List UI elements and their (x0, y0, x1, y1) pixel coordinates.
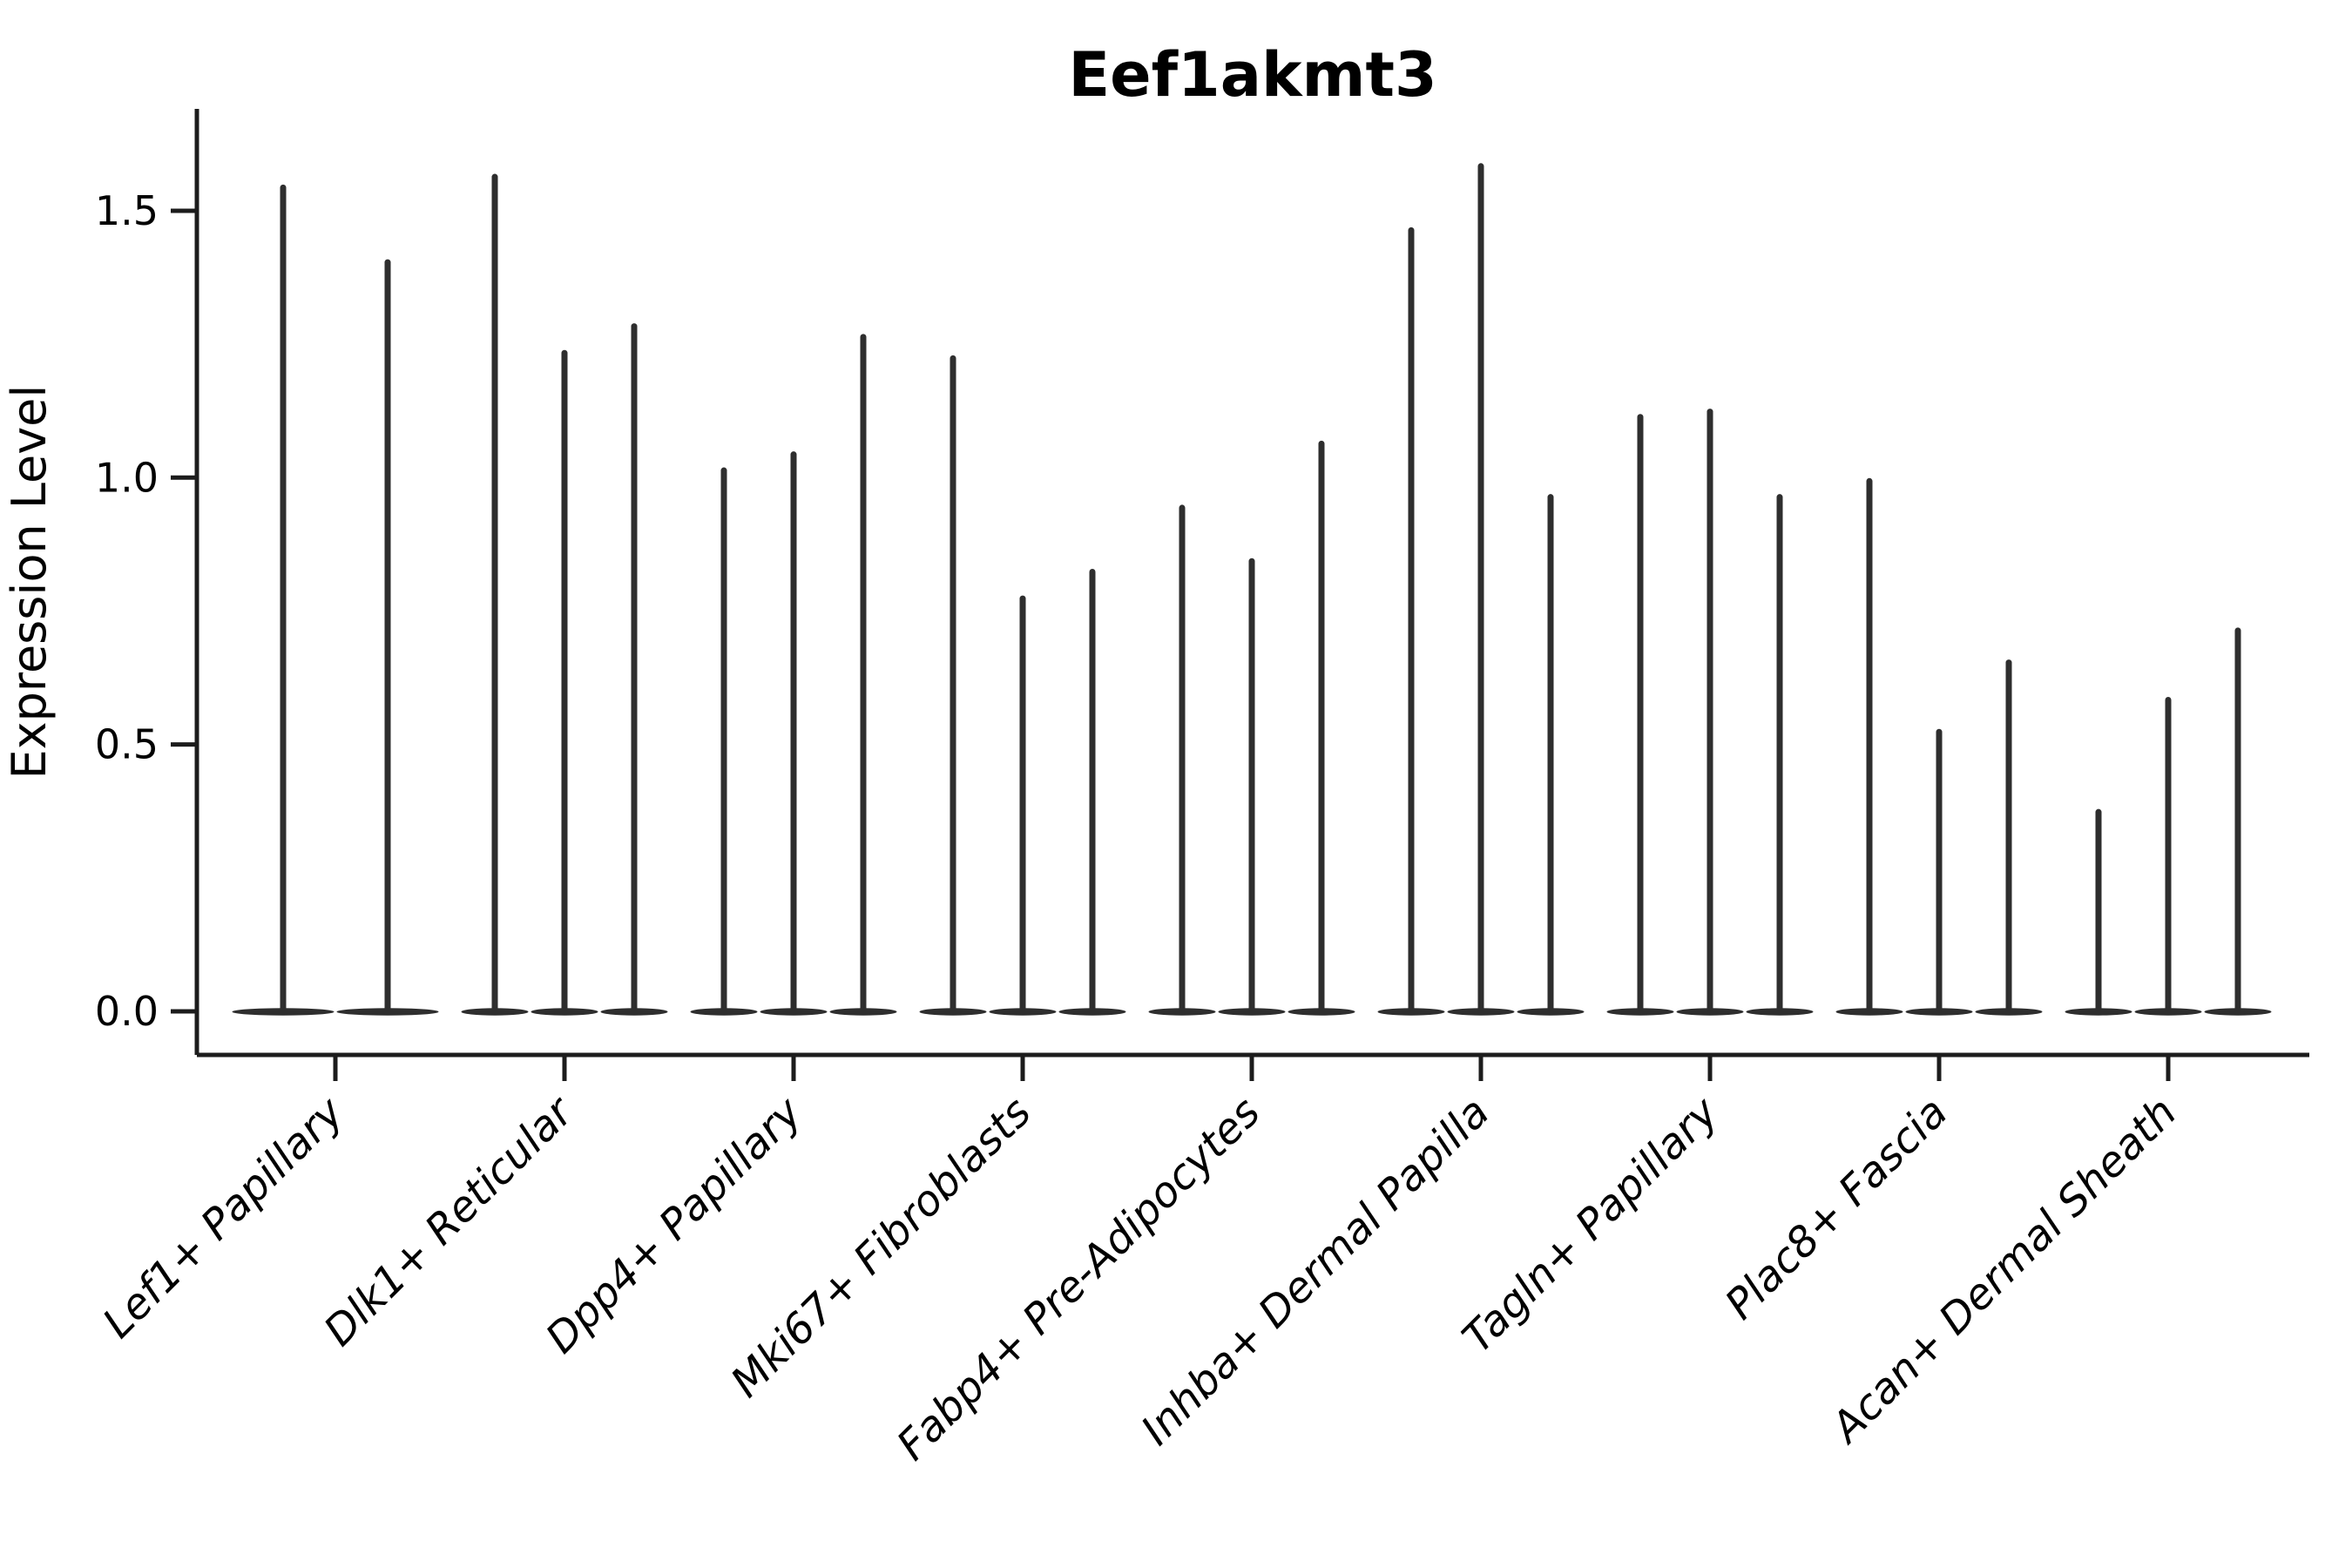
violin-group (690, 334, 897, 1016)
violin-group (232, 184, 439, 1016)
violin-group (1835, 477, 2043, 1016)
violin (1835, 477, 1903, 1016)
violin (1517, 494, 1585, 1016)
y-tick-label: 1.5 (95, 187, 159, 234)
violin (1676, 409, 1744, 1016)
violin (1447, 163, 1515, 1016)
y-axis-label: Expression Level (2, 385, 57, 780)
violin (461, 173, 529, 1016)
violin-group (1377, 163, 1585, 1016)
violin (336, 259, 439, 1016)
violin (919, 355, 987, 1016)
violin (600, 323, 668, 1016)
violin-group (1606, 409, 1814, 1016)
y-tick-label: 0.0 (95, 988, 159, 1035)
x-tick-label: Tagln+ Papillary (1453, 1087, 1728, 1362)
violin-group (919, 355, 1126, 1016)
violin (1746, 494, 1814, 1016)
violin (1975, 659, 2043, 1016)
violin (1218, 558, 1286, 1016)
violin (829, 334, 897, 1016)
violin (1148, 504, 1216, 1016)
violin (690, 467, 758, 1016)
violin (1058, 568, 1126, 1016)
violin-group (2065, 627, 2272, 1016)
violin (2204, 627, 2272, 1016)
violin (1288, 440, 1355, 1016)
x-tick-label: Dlk1+ Reticular (314, 1086, 585, 1356)
y-tick-label: 0.5 (95, 721, 159, 768)
violin (760, 451, 828, 1016)
violin-group (1148, 440, 1355, 1016)
plot-title: Eef1akmt3 (1068, 39, 1436, 111)
x-tick-label: Lef1+ Papillary (93, 1087, 354, 1348)
violin (232, 184, 335, 1016)
violin (1606, 414, 1674, 1016)
x-tick-label: Plac8+ Fascia (1716, 1088, 1957, 1329)
violin (989, 595, 1057, 1016)
violin (2134, 697, 2202, 1016)
x-tick-label: Dpp4+ Papillary (537, 1087, 812, 1362)
violin (1905, 728, 1973, 1016)
violin (531, 349, 598, 1016)
violin (2065, 808, 2132, 1016)
violin-group (461, 173, 668, 1016)
violin (1377, 226, 1445, 1016)
x-tick-label: Fabp4+ Pre-Adipocytes (888, 1088, 1270, 1470)
y-tick-label: 1.0 (95, 454, 159, 501)
violins-layer (232, 163, 2272, 1016)
